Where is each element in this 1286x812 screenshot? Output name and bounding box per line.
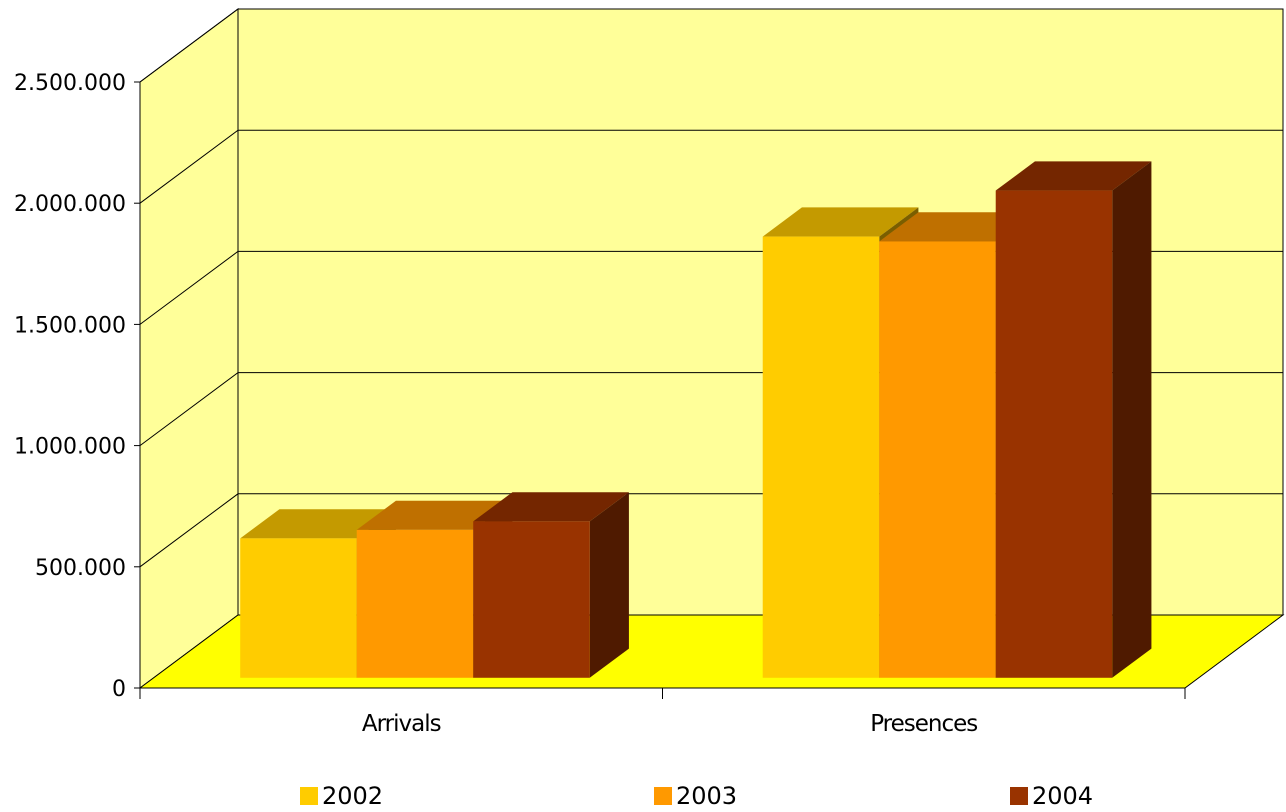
bar-top-presences-2004 [995, 161, 1152, 191]
bar-front-arrivals-2004 [473, 521, 590, 678]
legend-item-2003: 2003 [654, 780, 737, 812]
legend-swatch-2003 [654, 787, 672, 805]
y-tick-label-4: 2.000.000 [14, 192, 126, 217]
axes [134, 81, 1186, 699]
legend-label-2002: 2002 [322, 782, 384, 810]
bar-front-arrivals-2002 [240, 538, 357, 678]
x-axis-category-labels: Arrivals Presences [362, 711, 978, 737]
y-tick-label-0: 0 [112, 677, 126, 702]
y-tick-label-3: 1.500.000 [14, 313, 126, 338]
legend-swatch-2002 [300, 787, 318, 805]
legend-label-2004: 2004 [1032, 782, 1094, 810]
y-tick-label-1: 500.000 [35, 556, 126, 581]
bar-side-arrivals-2004 [589, 492, 629, 678]
x-category-label-presences: Presences [870, 711, 977, 737]
bar-front-presences-2002 [762, 236, 880, 678]
x-category-label-arrivals: Arrivals [362, 711, 441, 737]
bar-side-presences-2004 [1112, 161, 1152, 678]
bar-top-arrivals-2004 [473, 492, 629, 522]
y-tick-label-2: 1.000.000 [14, 435, 126, 460]
legend-item-2004: 2004 [1010, 780, 1093, 812]
legend: 2002 2003 2004 [0, 780, 1286, 812]
side-wall [139, 8, 239, 689]
bar-arrivals-2004 [473, 492, 629, 678]
legend-item-2002: 2002 [300, 780, 383, 812]
bar-top-presences-2002 [762, 207, 919, 237]
bar-front-presences-2003 [879, 241, 996, 678]
y-tick-label-5: 2.500.000 [14, 71, 126, 96]
legend-label-2003: 2003 [676, 782, 738, 810]
bar-presences-2004 [995, 161, 1152, 678]
y-axis-tick-labels: 0 500.000 1.000.000 1.500.000 2.000.000 2.500… [14, 71, 126, 702]
bar-front-presences-2004 [995, 190, 1113, 678]
bars [240, 161, 1152, 678]
bar-front-arrivals-2003 [356, 529, 474, 678]
legend-swatch-2004 [1010, 787, 1028, 805]
gridline-5 [139, 8, 1283, 83]
gridline-4 [139, 129, 1283, 204]
